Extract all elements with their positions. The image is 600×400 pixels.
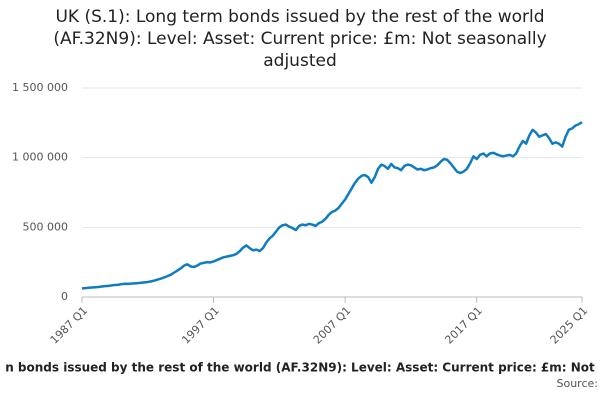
- x-tick-label: 2017 Q1: [442, 304, 485, 347]
- y-tick-label: 500 000: [23, 220, 69, 233]
- x-tick-label: 2007 Q1: [311, 304, 354, 347]
- y-tick-label: 1 500 000: [12, 81, 68, 94]
- data-line: [81, 121, 583, 290]
- x-tick-label: 1997 Q1: [179, 304, 222, 347]
- y-tick-label: 1 000 000: [12, 151, 68, 164]
- chart-title: UK (S.1): Long term bonds issued by the …: [53, 7, 547, 71]
- x-tick-label: 2025 Q1: [548, 304, 591, 347]
- x-tick-label: 1987 Q1: [48, 304, 91, 347]
- source: Source:: [557, 377, 599, 390]
- x-axis-title: n bonds issued by the rest of the world …: [5, 361, 595, 375]
- y-tick-label: 0: [61, 290, 68, 303]
